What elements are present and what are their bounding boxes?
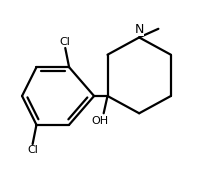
Text: N: N (135, 23, 144, 36)
Text: OH: OH (91, 116, 108, 126)
Text: Cl: Cl (27, 145, 38, 155)
Text: Cl: Cl (60, 37, 71, 47)
